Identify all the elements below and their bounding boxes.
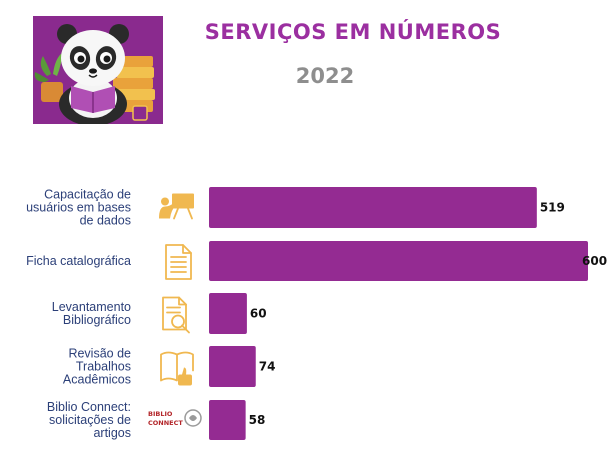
category-label-2: Ficha catalográfica [26,254,131,268]
page-title: SERVIÇOS EM NÚMEROS [204,20,502,44]
bar-value-4: 74 [259,360,276,374]
document-icon [165,244,192,280]
presentation-icon [159,193,194,220]
biblio-connect-logo-text-2: CONNECT [148,419,183,427]
year-label: 2022 [295,64,355,88]
document-search-icon [162,296,190,334]
category-label-4: Revisão de Trabalhos Acadêmicos [63,347,131,387]
category-label-5: Biblio Connect: solicitações de artigos [47,400,131,440]
bar-value-2: 600 [582,254,607,268]
bar-1 [209,187,537,228]
bar-2 [209,241,588,281]
bar-3 [209,293,247,334]
bar-value-1: 519 [540,201,565,215]
category-label-3: Levantamento Bibliográfico [52,300,131,327]
bar-5 [209,400,246,440]
bar-value-3: 60 [250,307,267,321]
category-label-1: Capacitação de usuários em bases de dados [26,188,131,228]
book-thumbs-up-icon [160,351,194,386]
biblio-connect-logo-text-1: BIBLIO [148,410,173,418]
bar-value-5: 58 [249,413,266,427]
panda-mascot-illustration [33,16,163,124]
bar-4 [209,346,256,387]
panda-reading-icon [34,24,155,124]
